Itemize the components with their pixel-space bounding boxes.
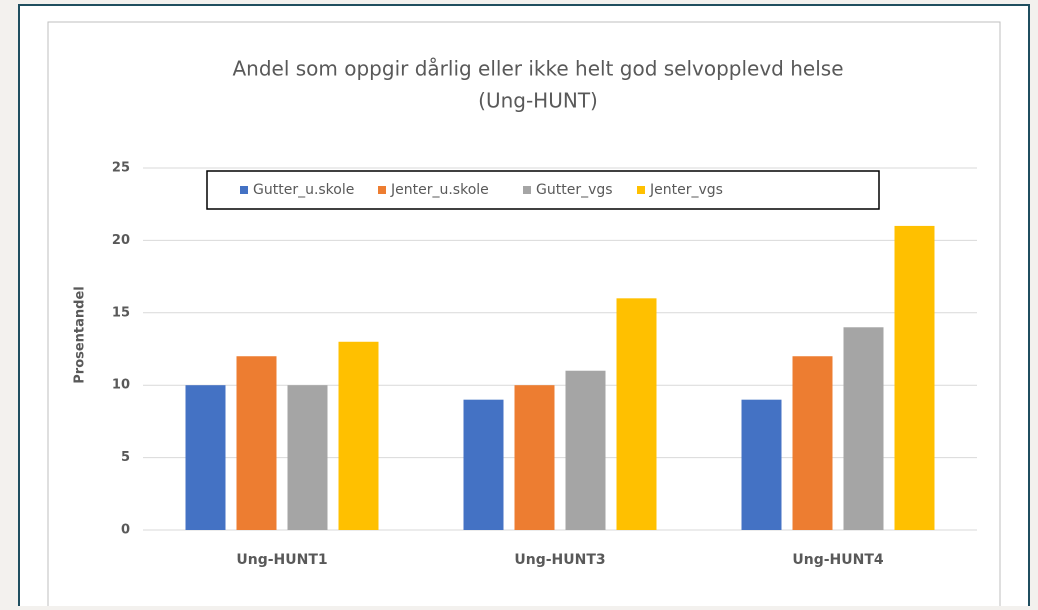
y-tick-label: 15 [112, 305, 130, 320]
bar [514, 385, 555, 530]
bar [565, 370, 606, 530]
y-tick-label: 0 [121, 523, 130, 538]
legend-label: Gutter_vgs [536, 182, 613, 198]
chart-title: Andel som oppgir dårlig eller ikke helt … [232, 57, 843, 81]
y-tick-label: 10 [112, 378, 130, 393]
bar [236, 356, 277, 530]
legend-label: Jenter_vgs [649, 182, 723, 198]
y-tick-label: 5 [121, 450, 130, 465]
legend-marker [240, 186, 248, 194]
x-tick-label: Ung-HUNT3 [514, 552, 605, 568]
bar [792, 356, 833, 530]
y-axis-label: Prosentandel [73, 286, 88, 384]
bar [843, 327, 884, 530]
y-tick-label: 20 [112, 233, 130, 248]
bar [185, 385, 226, 530]
bar [894, 225, 935, 531]
bar [287, 385, 328, 530]
legend-box [206, 170, 880, 210]
x-tick-label: Ung-HUNT1 [236, 552, 327, 568]
legend-marker [378, 186, 386, 194]
legend-label: Gutter_u.skole [253, 182, 354, 198]
bar [463, 399, 504, 530]
legend-label: Jenter_u.skole [390, 182, 489, 198]
bar [338, 341, 379, 530]
legend-marker [637, 186, 645, 194]
y-tick-label: 25 [112, 161, 130, 176]
legend-marker [523, 186, 531, 194]
bar [741, 399, 782, 530]
x-tick-label: Ung-HUNT4 [792, 552, 884, 568]
bar [616, 298, 657, 530]
chart-subtitle: (Ung-HUNT) [478, 89, 598, 113]
